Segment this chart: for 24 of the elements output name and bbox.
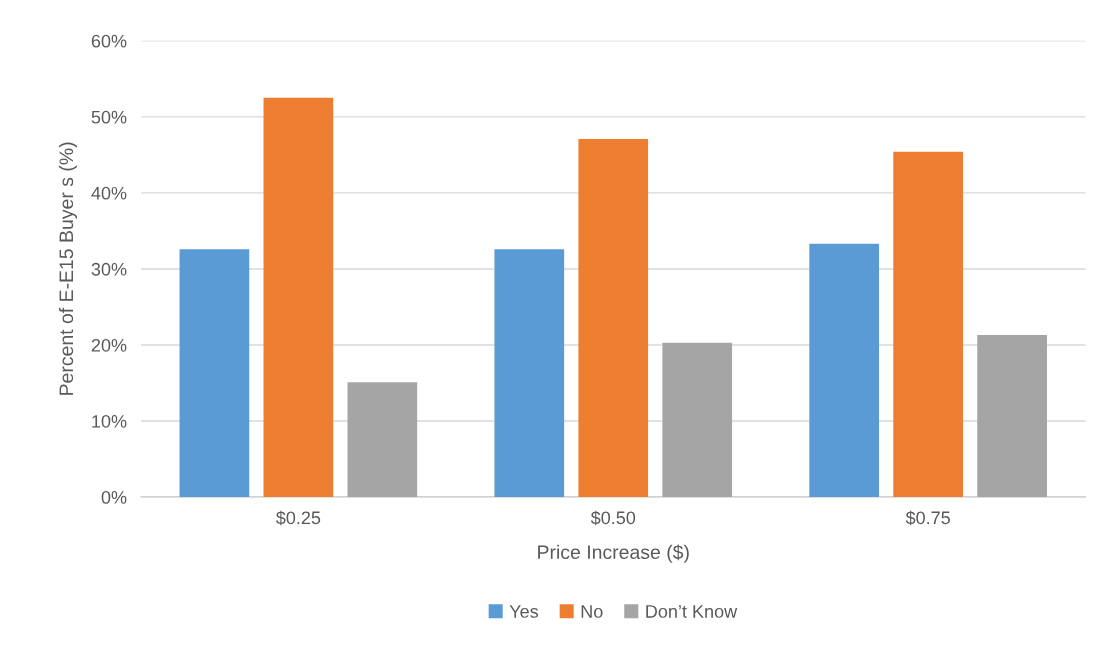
bar [179,249,250,498]
bar [809,243,880,498]
x-axis-title: Price Increase ($) [538,544,689,563]
legend-label: No [581,605,603,618]
y-tick-label: 0% [101,491,127,504]
bar [977,335,1047,498]
y-tick-label: 20% [91,338,127,352]
bar [662,342,733,498]
bar [494,249,565,498]
x-tick-label: $0.50 [590,510,636,526]
bar [578,138,649,498]
y-tick-label: 30% [91,262,127,276]
y-axis-title: Percent of E-E15 Buyer s (%) [58,142,78,395]
y-tick-label: 10% [92,414,127,428]
y-tick-label: 60% [91,34,127,48]
legend-label: Yes [509,605,539,618]
bar [893,151,963,498]
bar [263,97,334,498]
x-tick-label: $0.25 [275,510,321,526]
y-tick-label: 50% [91,110,127,124]
legend-label: Don’t Know [646,605,738,618]
bar [347,382,418,498]
x-tick-label: $0.75 [905,510,950,526]
y-tick-label: 40% [91,186,127,200]
